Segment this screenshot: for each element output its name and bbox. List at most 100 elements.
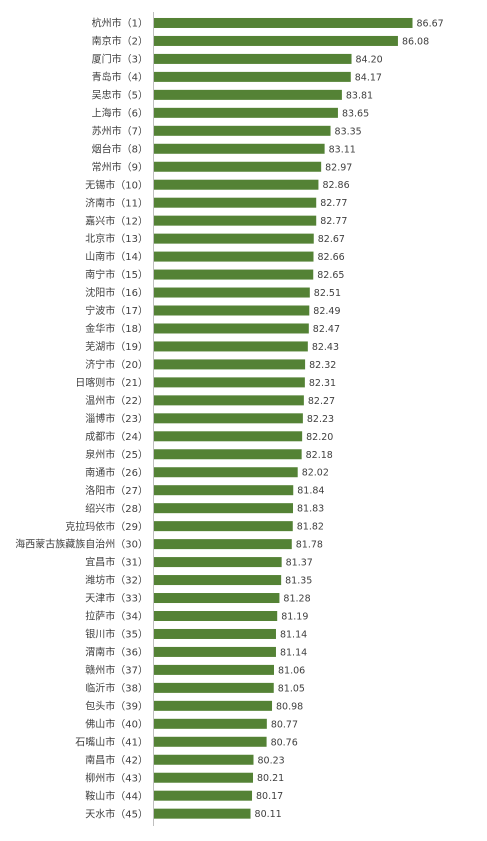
- value-label: 82.18: [306, 450, 333, 461]
- category-label: 南昌市（42）: [85, 753, 148, 766]
- category-label: 济南市（11）: [85, 196, 148, 209]
- bar: [154, 646, 276, 657]
- value-label: 81.28: [283, 594, 310, 605]
- category-label: 柳州市（43）: [85, 771, 148, 784]
- value-label: 80.98: [276, 701, 303, 712]
- bar: [154, 89, 342, 100]
- category-label: 洛阳市（27）: [85, 484, 148, 497]
- bar: [154, 341, 308, 352]
- category-label: 临沂市（38）: [85, 681, 148, 694]
- category-label: 绍兴市（28）: [85, 502, 148, 515]
- value-label: 82.77: [320, 216, 347, 227]
- bar: [154, 251, 314, 262]
- bar: [154, 772, 254, 783]
- value-label: 82.49: [313, 306, 340, 317]
- bar: [154, 664, 274, 675]
- bar: [154, 700, 273, 711]
- category-label: 南京市（2）: [92, 35, 148, 48]
- value-label: 82.43: [312, 342, 339, 353]
- value-label: 81.78: [296, 540, 323, 551]
- value-label: 83.81: [346, 90, 373, 101]
- value-label: 81.37: [286, 558, 313, 569]
- bar: [154, 233, 314, 244]
- value-label: 84.17: [355, 72, 382, 83]
- category-label: 青岛市（4）: [92, 70, 148, 83]
- category-label: 沈阳市（16）: [85, 286, 148, 299]
- bar: [154, 754, 254, 765]
- value-label: 81.14: [280, 629, 307, 640]
- value-label: 82.32: [309, 360, 336, 371]
- category-label: 渭南市（36）: [85, 646, 148, 659]
- category-label: 石嘴山市（41）: [75, 735, 148, 748]
- category-label: 厦门市（3）: [92, 53, 148, 66]
- value-label: 81.82: [297, 522, 324, 533]
- value-label: 81.06: [278, 665, 305, 676]
- value-label: 82.23: [307, 414, 334, 425]
- bar: [154, 197, 317, 208]
- value-label: 80.77: [271, 719, 298, 730]
- category-label: 佛山市（40）: [85, 717, 148, 730]
- category-label: 天水市（45）: [85, 807, 148, 820]
- value-label: 81.05: [278, 683, 305, 694]
- category-label: 泉州市（25）: [85, 448, 148, 461]
- category-label: 南宁市（15）: [85, 268, 148, 281]
- category-label: 常州市（9）: [92, 160, 148, 173]
- category-label: 烟台市（8）: [92, 142, 148, 155]
- category-label: 日喀则市（21）: [75, 376, 148, 389]
- bar: [154, 736, 267, 747]
- category-label: 拉萨市（34）: [85, 610, 148, 623]
- bar: [154, 449, 302, 460]
- bar: [154, 467, 298, 478]
- value-label: 81.14: [280, 647, 307, 658]
- bar: [154, 125, 331, 136]
- bar: [154, 718, 267, 729]
- bar: [154, 682, 274, 693]
- bar: [154, 539, 292, 550]
- value-label: 82.67: [318, 234, 345, 245]
- category-label: 淄博市（23）: [85, 412, 148, 425]
- category-label: 嘉兴市（12）: [85, 214, 148, 227]
- bar: [154, 611, 278, 621]
- category-label: 上海市（6）: [92, 106, 148, 119]
- bar: [154, 431, 303, 442]
- category-label: 山南市（14）: [85, 250, 148, 263]
- category-label: 金华市（18）: [85, 322, 148, 335]
- value-label: 80.17: [256, 791, 283, 802]
- category-label: 南通市（26）: [85, 466, 148, 479]
- bar: [154, 179, 319, 190]
- bar: [154, 215, 317, 226]
- bar: [154, 593, 280, 604]
- category-label: 成都市（24）: [85, 430, 148, 443]
- bar: [154, 395, 304, 406]
- bar: [154, 628, 276, 639]
- category-label: 宜昌市（31）: [85, 556, 148, 569]
- category-label: 苏州市（7）: [92, 124, 148, 137]
- category-label: 芜湖市（19）: [85, 340, 148, 353]
- value-label: 80.76: [271, 737, 298, 748]
- category-labels-layer: 杭州市（1） 南京市（2） 厦门市（3） 青岛市（4） 吴忠市（5） 上海市（6） 苏州市（…: [15, 17, 148, 821]
- bar: [154, 35, 398, 46]
- bar: [154, 53, 352, 64]
- value-label: 86.67: [417, 18, 444, 29]
- category-label: 包头市（39）: [85, 699, 148, 712]
- category-label: 无锡市（10）: [85, 178, 148, 191]
- value-label: 86.08: [402, 36, 429, 47]
- bar: [154, 413, 303, 424]
- value-label: 80.21: [257, 773, 284, 784]
- value-label: 82.51: [314, 288, 341, 299]
- value-label: 83.65: [342, 108, 369, 119]
- category-label: 银川市（35）: [85, 628, 148, 641]
- category-label: 克拉玛依市（29）: [65, 520, 148, 533]
- value-label: 82.02: [302, 468, 329, 479]
- value-label: 83.11: [329, 144, 356, 155]
- value-label: 82.27: [308, 396, 335, 407]
- category-label: 杭州市（1）: [92, 17, 148, 30]
- value-label: 80.11: [255, 809, 282, 820]
- category-label: 济宁市（20）: [85, 358, 148, 371]
- bar: [154, 790, 253, 801]
- bar: [154, 143, 325, 154]
- category-label: 天津市（33）: [85, 592, 148, 605]
- value-label: 84.20: [356, 54, 383, 65]
- value-label: 82.77: [320, 198, 347, 209]
